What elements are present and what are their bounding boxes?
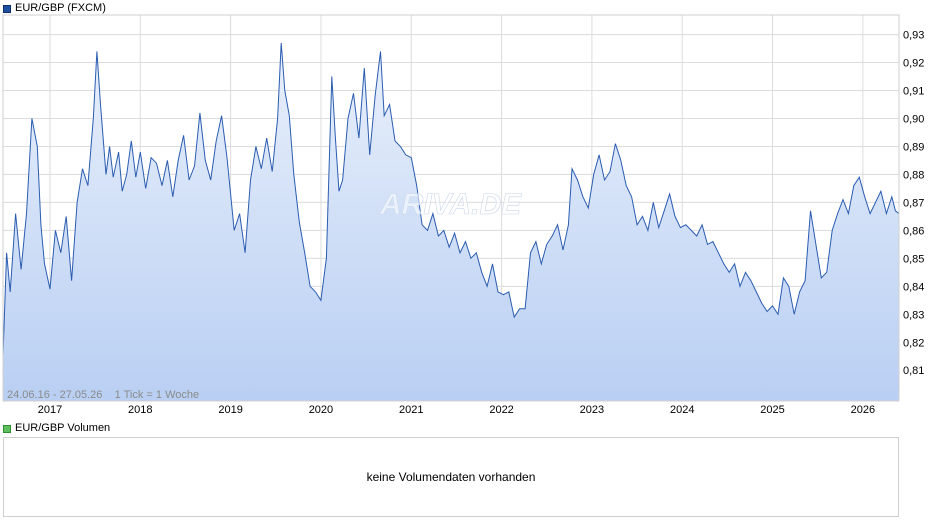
- price-area: [3, 43, 899, 401]
- x-tick-label: 2018: [128, 404, 152, 416]
- price-legend-swatch: [3, 4, 11, 13]
- x-tick-label: 2017: [38, 404, 62, 416]
- volume-legend-label: EUR/GBP Volumen: [15, 422, 111, 434]
- x-tick-label: 2020: [309, 404, 333, 416]
- y-tick-label: 0,87: [903, 197, 924, 209]
- price-legend: EUR/GBP (FXCM): [3, 2, 106, 15]
- y-tick-label: 0,86: [903, 225, 924, 237]
- price-chart: ARIVA.DE 0,810,820,830,840,850,860,870,8…: [2, 14, 924, 416]
- y-tick-label: 0,88: [903, 169, 924, 181]
- x-axis: 2017 2018 2019 2020 2021 2022 2023 2024 2025 2026: [38, 404, 875, 416]
- x-tick-label: 2024: [670, 404, 694, 416]
- watermark: ARIVA.DE: [379, 188, 522, 221]
- y-tick-label: 0,90: [903, 113, 924, 125]
- y-tick-label: 0,81: [903, 365, 924, 377]
- y-tick-label: 0,82: [903, 337, 924, 349]
- y-tick-label: 0,91: [903, 86, 924, 98]
- x-tick-label: 2026: [851, 404, 875, 416]
- y-axis: 0,81 0,82 0,83 0,84 0,85 0,86 0,87 0,88 0,89 0,90…: [903, 30, 924, 378]
- y-tick-label: 0,89: [903, 141, 924, 153]
- price-plot-frame: [2, 14, 900, 402]
- y-tick-label: 0,84: [903, 281, 924, 293]
- volume-legend-swatch: [3, 424, 11, 433]
- price-line: [2, 42, 900, 357]
- x-tick-label: 2019: [218, 404, 242, 416]
- y-tick-label: 0,93: [903, 30, 924, 42]
- range-info: 24.06.16 - 27.05.26 1 Tick = 1 Woche: [7, 389, 199, 401]
- volume-legend: EUR/GBP Volumen: [3, 422, 110, 435]
- y-tick-label: 0,92: [903, 58, 924, 70]
- x-tick-label: 2021: [399, 404, 423, 416]
- x-tick-label: 2022: [489, 404, 513, 416]
- y-tick-label: 0,85: [903, 253, 924, 265]
- x-tick-label: 2025: [760, 404, 784, 416]
- volume-empty-message: keine Volumendaten vorhanden: [366, 470, 536, 484]
- price-legend-label: EUR/GBP (FXCM): [15, 2, 106, 14]
- volume-panel: keine Volumendaten vorhanden: [3, 437, 899, 517]
- y-tick-label: 0,83: [903, 309, 924, 321]
- x-tick-label: 2023: [580, 404, 604, 416]
